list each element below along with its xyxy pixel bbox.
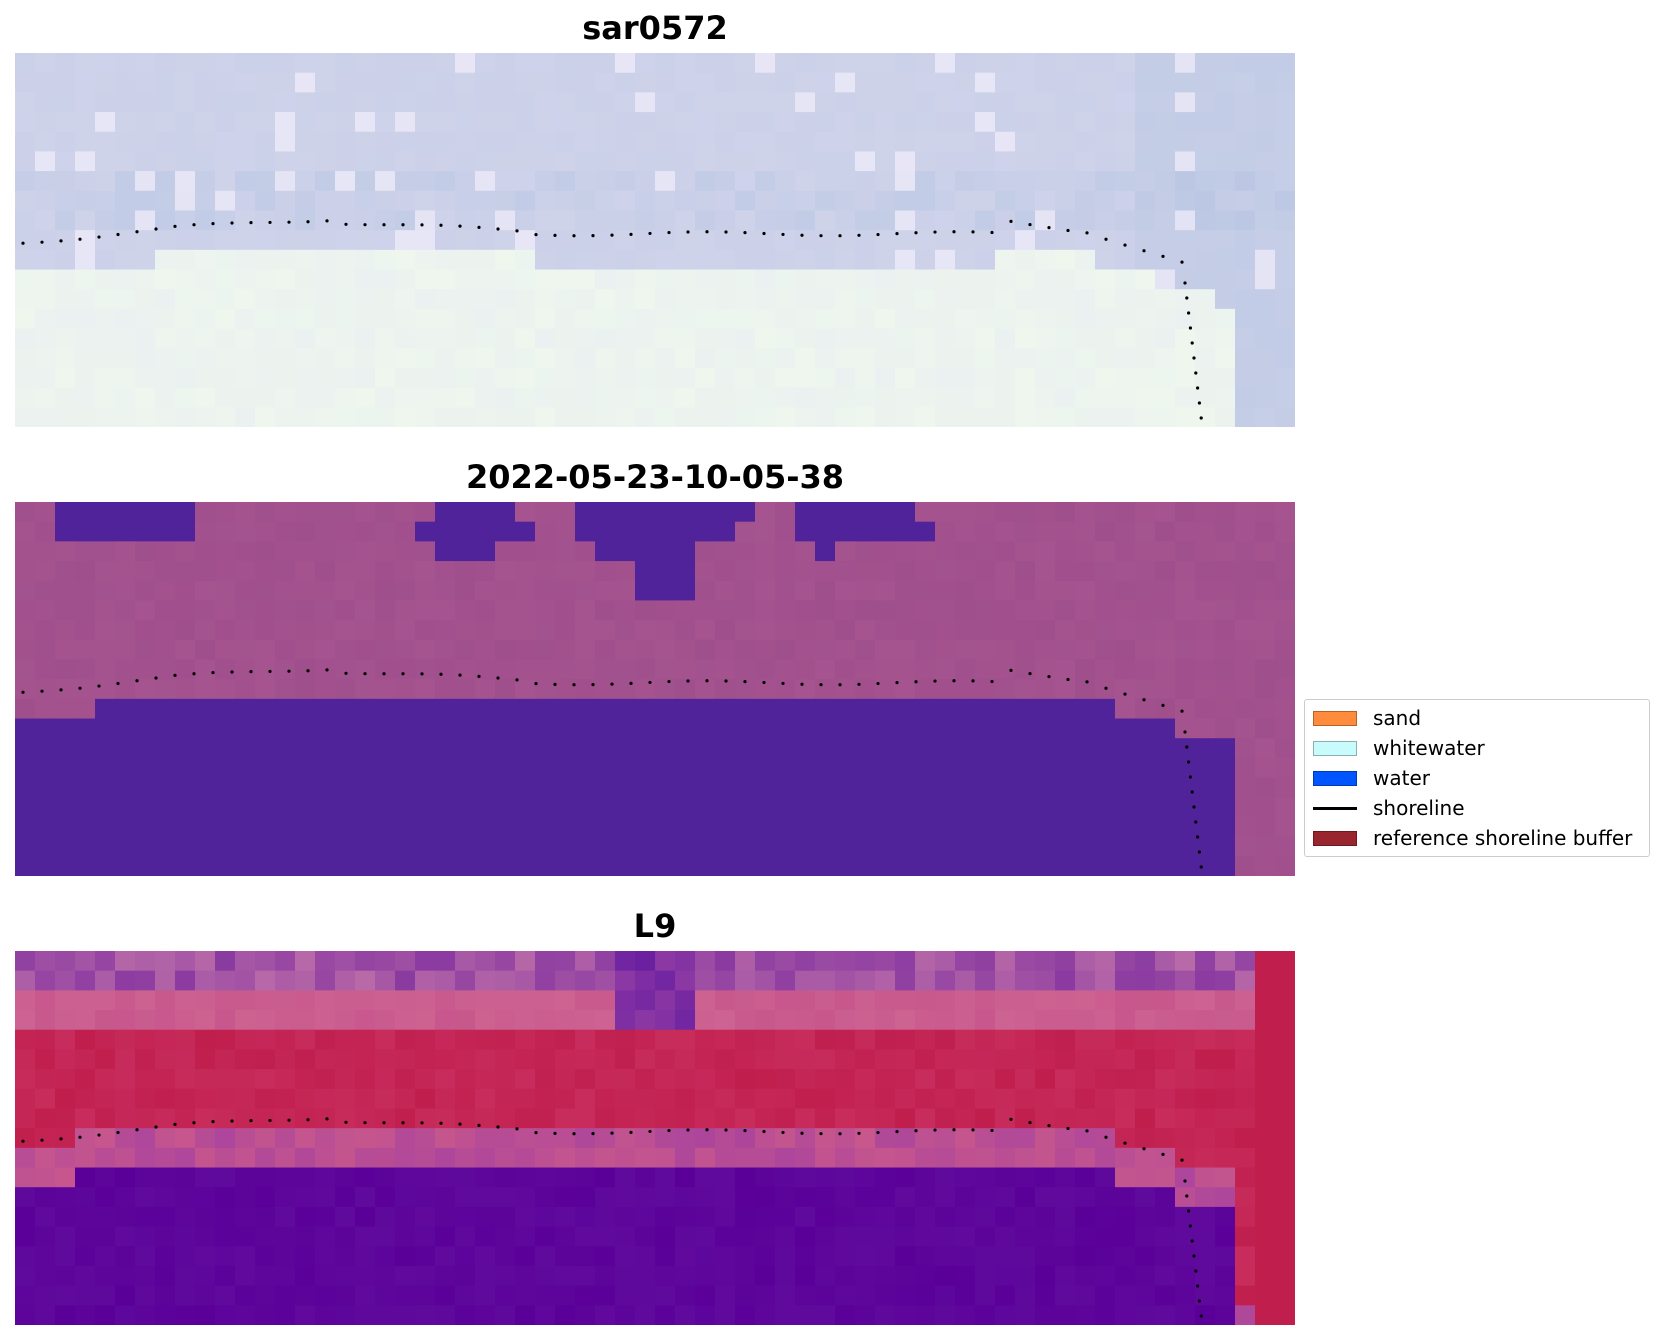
shoreline-dots <box>21 1117 1203 1318</box>
shoreline-dots <box>21 668 1203 869</box>
classified-image <box>15 502 1295 876</box>
legend-label-sand: sand <box>1373 706 1422 730</box>
legend-label-water: water <box>1373 766 1430 790</box>
legend: sand whitewater water shoreline referenc… <box>1304 699 1650 857</box>
sand-swatch <box>1313 711 1357 726</box>
index-image <box>15 951 1295 1325</box>
panel-title-2: 2022-05-23-10-05-38 <box>465 458 845 496</box>
legend-label-whitewater: whitewater <box>1373 736 1485 760</box>
whitewater-swatch <box>1313 741 1357 756</box>
panel-title-3: L9 <box>633 907 677 945</box>
shoreline-dots <box>21 219 1203 420</box>
sar-image <box>15 53 1295 427</box>
legend-label-reference-buffer: reference shoreline buffer <box>1373 826 1633 850</box>
reference-buffer-swatch <box>1313 831 1357 846</box>
sar-image-panel <box>15 53 1295 427</box>
water-swatch <box>1313 771 1357 786</box>
legend-label-shoreline: shoreline <box>1373 796 1465 820</box>
shoreline-line-icon <box>1313 807 1357 810</box>
panel-title-1: sar0572 <box>582 9 728 47</box>
index-image-panel <box>15 951 1295 1325</box>
classified-image-panel <box>15 502 1295 876</box>
